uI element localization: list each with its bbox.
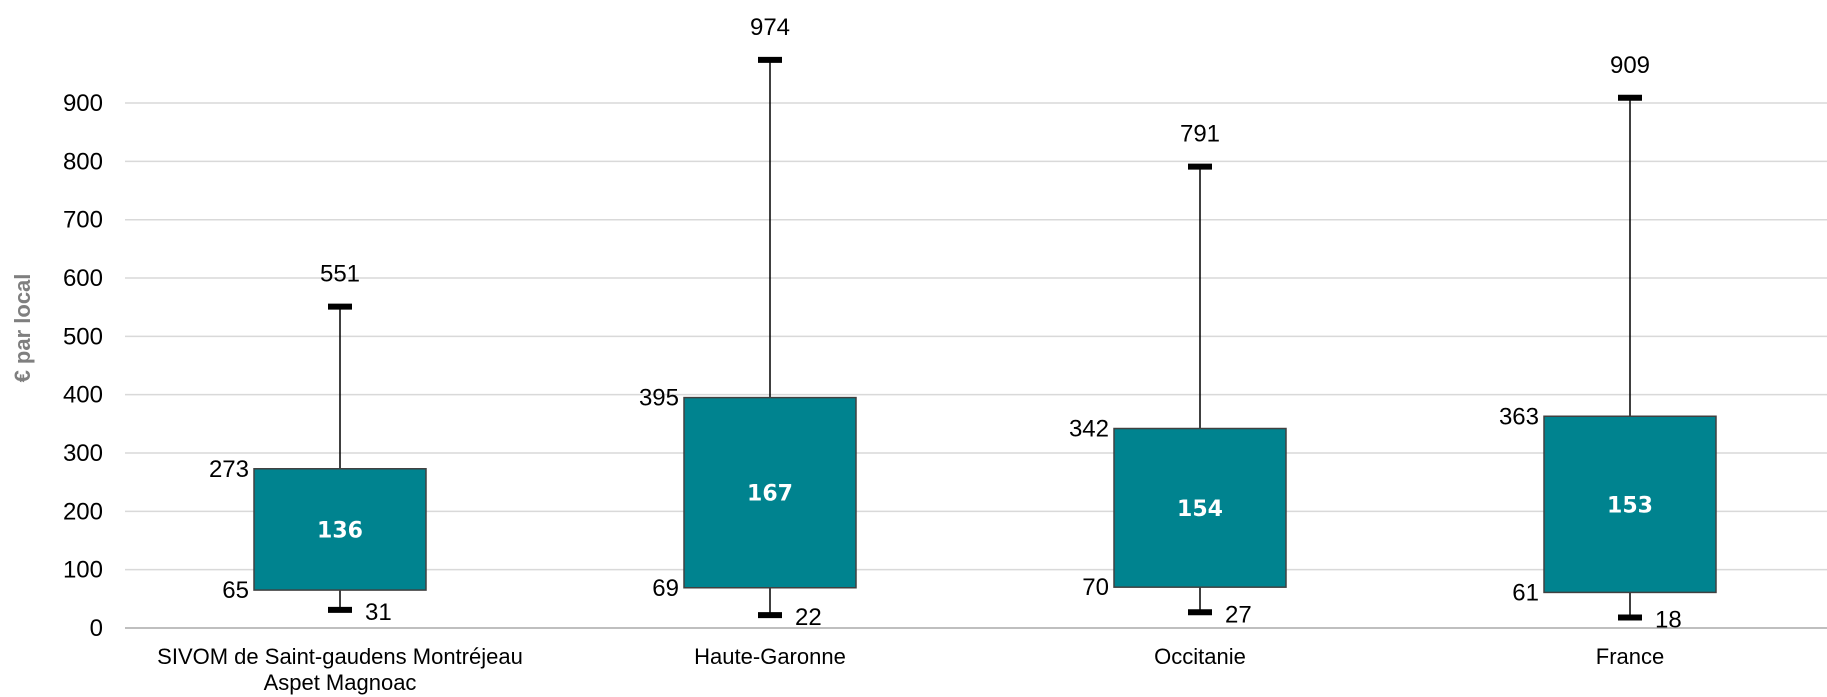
y-tick-label: 0 (90, 615, 103, 642)
q1-label: 65 (222, 577, 249, 604)
category-label: Occitanie (1154, 644, 1246, 669)
min-label: 31 (365, 599, 392, 626)
category-label: Haute-Garonne (694, 644, 846, 669)
category-label: France (1596, 644, 1664, 669)
y-tick-label: 300 (63, 440, 103, 467)
q3-label: 363 (1499, 403, 1539, 430)
iqr-box (253, 468, 427, 591)
box-group: 909 363 61 18 153 (1499, 52, 1717, 634)
y-axis-ticks: 0 100 200 300 400 500 600 700 800 900 (63, 90, 103, 642)
min-label: 18 (1655, 607, 1682, 634)
median-label: 153 (1607, 493, 1653, 518)
min-label: 27 (1225, 601, 1252, 628)
q1-label: 69 (652, 575, 679, 602)
x-axis-categories: SIVOM de Saint-gaudens Montréjeau Aspet M… (157, 644, 1664, 695)
max-label: 791 (1180, 121, 1220, 148)
q3-label: 342 (1069, 416, 1109, 443)
median-label: 136 (317, 518, 363, 543)
y-axis-label: € par local (10, 274, 35, 383)
q1-label: 61 (1512, 579, 1539, 606)
median-label: 167 (747, 482, 793, 507)
box-group: 974 395 69 22 167 (639, 14, 857, 631)
iqr-box (1113, 427, 1287, 588)
y-tick-label: 200 (63, 498, 103, 525)
q1-label: 70 (1082, 574, 1109, 601)
y-tick-label: 400 (63, 382, 103, 409)
max-label: 974 (750, 14, 790, 41)
iqr-box (1543, 415, 1717, 594)
max-label: 551 (320, 261, 360, 288)
box-group: 551 273 65 31 136 (209, 261, 427, 626)
min-label: 22 (795, 604, 822, 631)
q3-label: 273 (209, 456, 249, 483)
y-tick-label: 800 (63, 148, 103, 175)
y-tick-label: 900 (63, 90, 103, 117)
y-tick-label: 100 (63, 557, 103, 584)
median-label: 154 (1177, 497, 1223, 522)
max-label: 909 (1610, 52, 1650, 79)
category-label: SIVOM de Saint-gaudens Montréjeau Aspet M… (157, 644, 523, 695)
y-tick-label: 500 (63, 323, 103, 350)
box-group: 791 342 70 27 154 (1069, 121, 1287, 628)
y-tick-label: 700 (63, 207, 103, 234)
boxes: 551 273 65 31 136 974 395 69 22 167 791 342 70 27 154 9… (209, 14, 1717, 634)
y-tick-label: 600 (63, 265, 103, 292)
q3-label: 395 (639, 385, 679, 412)
iqr-box (683, 396, 857, 589)
